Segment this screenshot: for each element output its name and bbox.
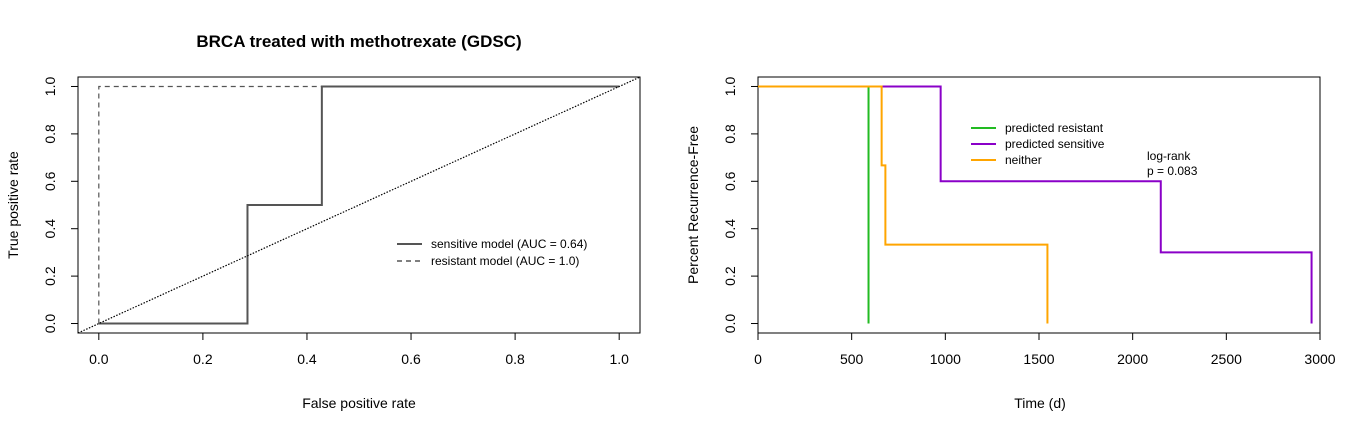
survival-y-tick-label: 0.8 — [722, 124, 738, 144]
survival-y-axis: 0.0 0.2 0.4 0.6 0.8 1.0 — [722, 77, 759, 334]
survival-plot-frame — [757, 76, 1321, 334]
roc-x-tick-label: 0.0 — [89, 351, 109, 367]
survival-series — [758, 85, 1313, 324]
survival-y-tick-label: 1.0 — [722, 77, 738, 97]
survival-series-predicted-sensitive — [758, 85, 1313, 324]
survival-series-predicted-resistant — [758, 85, 870, 324]
survival-x-axis-label: Time (d) — [1014, 395, 1066, 411]
roc-reference-diagonal — [77, 76, 641, 334]
legend-label-predicted-resistant: predicted resistant — [1005, 121, 1104, 135]
roc-x-tick-label: 1.0 — [609, 351, 629, 367]
roc-x-tick-label: 0.2 — [193, 351, 213, 367]
survival-x-tick-label: 0 — [754, 351, 762, 367]
legend-label-sensitive-model: sensitive model (AUC = 0.64) — [431, 237, 587, 251]
survival-y-axis-label: Percent Recurrence-Free — [685, 126, 701, 284]
roc-legend: sensitive model (AUC = 0.64) resistant m… — [397, 237, 587, 268]
roc-y-tick-label: 0.6 — [42, 171, 58, 191]
roc-y-tick-label: 0.4 — [42, 219, 58, 239]
logrank-pvalue: p = 0.083 — [1147, 164, 1198, 178]
survival-x-tick-label: 2000 — [1117, 351, 1148, 367]
survival-series-neither — [758, 85, 1049, 324]
survival-x-tick-label: 2500 — [1211, 351, 1242, 367]
roc-chart-title: BRCA treated with methotrexate (GDSC) — [196, 32, 521, 51]
roc-plot-frame — [77, 76, 641, 334]
survival-x-tick-label: 1500 — [1023, 351, 1054, 367]
survival-x-tick-label: 3000 — [1304, 351, 1335, 367]
survival-y-tick-label: 0.6 — [722, 171, 738, 191]
survival-x-axis: 0 500 1000 1500 2000 2500 3000 — [754, 332, 1336, 367]
survival-panel: 0 500 1000 1500 2000 2500 3000 0.0 0.2 0.4 0.6 0.8… — [685, 76, 1336, 411]
roc-y-tick-label: 1.0 — [42, 77, 58, 97]
survival-x-tick-label: 500 — [840, 351, 864, 367]
roc-x-axis-label: False positive rate — [302, 395, 416, 411]
roc-y-tick-label: 0.8 — [42, 124, 58, 144]
roc-x-tick-label: 0.8 — [505, 351, 525, 367]
roc-y-axis: 0.0 0.2 0.4 0.6 0.8 1.0 — [42, 77, 79, 334]
roc-panel: BRCA treated with methotrexate (GDSC) 0.… — [5, 32, 641, 411]
logrank-label: log-rank — [1147, 149, 1191, 163]
survival-y-tick-label: 0.2 — [722, 266, 738, 286]
survival-legend: predicted resistant predicted sensitive … — [971, 121, 1105, 167]
roc-x-axis: 0.0 0.2 0.4 0.6 0.8 1.0 — [89, 332, 629, 367]
roc-series-resistant-model-auc-1-0 — [98, 85, 620, 324]
roc-y-axis-label: True positive rate — [5, 151, 21, 259]
survival-x-tick-label: 1000 — [930, 351, 961, 367]
legend-label-neither: neither — [1005, 153, 1042, 167]
roc-x-tick-label: 0.4 — [297, 351, 317, 367]
roc-series — [77, 76, 641, 334]
roc-y-tick-label: 0.0 — [42, 314, 58, 334]
roc-y-tick-label: 0.2 — [42, 266, 58, 286]
legend-label-resistant-model: resistant model (AUC = 1.0) — [431, 254, 579, 268]
legend-label-predicted-sensitive: predicted sensitive — [1005, 137, 1105, 151]
roc-x-tick-label: 0.6 — [401, 351, 421, 367]
survival-y-tick-label: 0.4 — [722, 219, 738, 239]
survival-y-tick-label: 0.0 — [722, 314, 738, 334]
roc-series-sensitive-model-auc-0-64 — [98, 85, 620, 325]
